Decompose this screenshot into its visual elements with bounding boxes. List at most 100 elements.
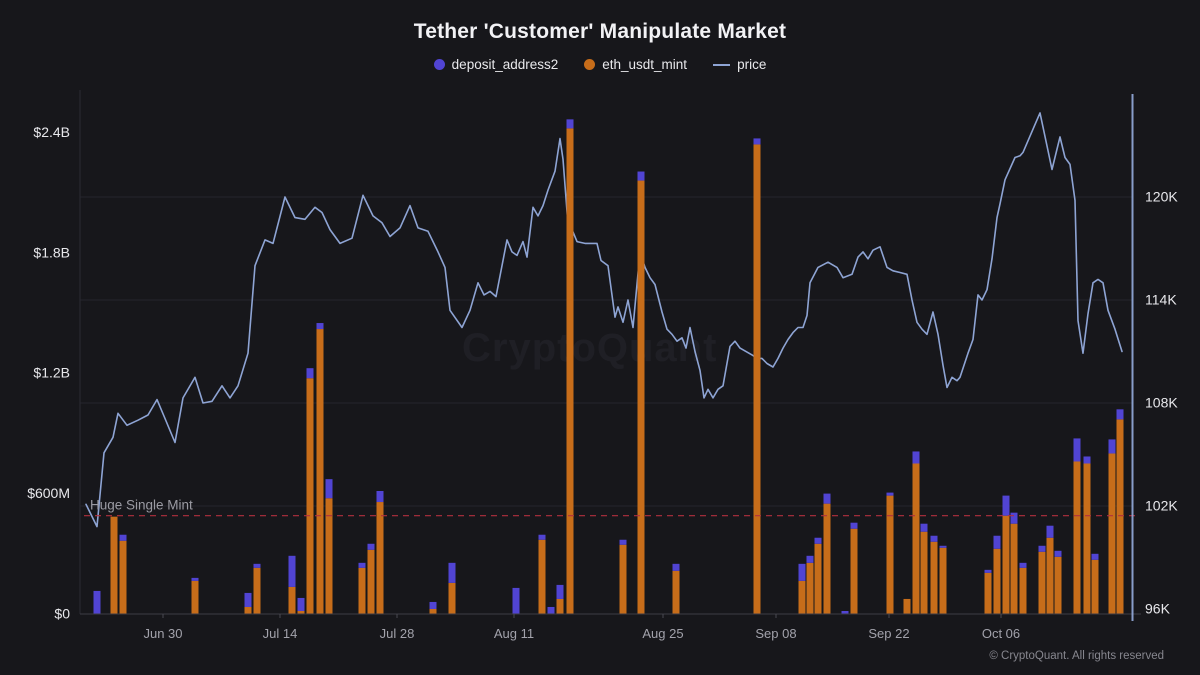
left-axis-label: $600M <box>27 485 70 501</box>
bar-eth-usdt-mint <box>886 495 894 614</box>
bar-eth-usdt-mint <box>1019 567 1027 614</box>
bar-deposit-address2 <box>886 492 894 496</box>
right-axis-label: 108K <box>1145 395 1178 411</box>
bar-deposit-address2 <box>119 534 127 541</box>
page-title: Tether 'Customer' Manipulate Market <box>413 20 787 43</box>
bar-deposit-address2 <box>244 592 252 607</box>
bar-deposit-address2 <box>984 569 992 573</box>
legend-item-deposit-address2[interactable]: deposit_address2 <box>433 57 559 72</box>
huge-single-mint-label: Huge Single Mint <box>90 498 193 513</box>
bar-deposit-address2 <box>358 562 366 568</box>
x-axis-label: Aug 25 <box>642 626 683 641</box>
bar-deposit-address2 <box>306 368 314 379</box>
bar-deposit-address2 <box>672 563 680 571</box>
bar-deposit-address2 <box>191 577 199 581</box>
bar-deposit-address2 <box>1108 439 1116 454</box>
bar-deposit-address2 <box>841 610 849 614</box>
bar-deposit-address2 <box>850 522 858 529</box>
right-axis-label: 114K <box>1145 292 1177 308</box>
bar-deposit-address2 <box>814 537 822 544</box>
bar-deposit-address2 <box>823 493 831 504</box>
bar-eth-usdt-mint <box>191 580 199 614</box>
bar-eth-usdt-mint <box>823 503 831 614</box>
bar-deposit-address2 <box>376 490 384 503</box>
bar-deposit-address2 <box>547 606 555 614</box>
legend-item-price[interactable]: price <box>713 57 766 72</box>
bar-eth-usdt-mint <box>325 498 333 614</box>
bar-eth-usdt-mint <box>984 572 992 614</box>
bar-eth-usdt-mint <box>448 582 456 614</box>
bar-eth-usdt-mint <box>556 598 564 614</box>
bar-deposit-address2 <box>1002 495 1010 516</box>
bar-deposit-address2 <box>798 563 806 581</box>
bar-deposit-address2 <box>806 555 814 563</box>
bar-eth-usdt-mint <box>1116 419 1124 614</box>
cryptoquant-watermark: CryptoQuant <box>462 326 718 370</box>
bar-eth-usdt-mint <box>119 540 127 614</box>
left-axis-label: $1.2B <box>33 365 70 381</box>
bar-deposit-address2 <box>753 138 761 145</box>
bar-deposit-address2 <box>538 534 546 540</box>
right-axis-label: 102K <box>1145 498 1178 514</box>
x-axis-label: Jul 28 <box>380 626 415 641</box>
bar-deposit-address2 <box>1010 512 1018 524</box>
bar-eth-usdt-mint <box>1091 559 1099 614</box>
right-axis-label: 96K <box>1145 601 1171 617</box>
bar-deposit-address2 <box>1083 456 1091 464</box>
bar-deposit-address2 <box>1054 550 1062 557</box>
bar-eth-usdt-mint <box>920 531 928 614</box>
deposit-address2-swatch-icon <box>433 59 445 70</box>
legend-label: eth_usdt_mint <box>602 57 688 72</box>
bar-eth-usdt-mint <box>798 580 806 614</box>
x-axis-label: Sep 08 <box>755 626 796 641</box>
bar-eth-usdt-mint <box>316 329 324 614</box>
bar-eth-usdt-mint <box>306 378 314 614</box>
bar-eth-usdt-mint <box>376 502 384 614</box>
left-axis-label: $1.8B <box>33 244 70 260</box>
x-axis-label: Jul 14 <box>263 626 298 641</box>
bar-deposit-address2 <box>1038 545 1046 552</box>
bar-eth-usdt-mint <box>930 541 938 614</box>
bar-deposit-address2 <box>912 451 920 464</box>
bar-eth-usdt-mint <box>1083 463 1091 614</box>
bar-eth-usdt-mint <box>253 567 261 614</box>
bar-eth-usdt-mint <box>753 144 761 614</box>
price-line <box>85 112 1123 528</box>
bar-deposit-address2 <box>325 479 333 499</box>
bar-eth-usdt-mint <box>1073 461 1081 614</box>
bar-eth-usdt-mint <box>110 516 118 614</box>
bar-deposit-address2 <box>556 584 564 599</box>
x-axis-label: Jun 30 <box>143 626 182 641</box>
bar-deposit-address2 <box>316 323 324 330</box>
bar-eth-usdt-mint <box>244 606 252 614</box>
legend-item-eth-usdt-mint[interactable]: eth_usdt_mint <box>584 57 687 72</box>
bar-deposit-address2 <box>993 535 1001 549</box>
bar-eth-usdt-mint <box>637 180 645 614</box>
bar-eth-usdt-mint <box>939 547 947 614</box>
bar-eth-usdt-mint <box>912 463 920 614</box>
bar-deposit-address2 <box>1091 553 1099 560</box>
bar-eth-usdt-mint <box>814 543 822 614</box>
bar-deposit-address2 <box>920 523 928 532</box>
x-axis-label: Oct 06 <box>982 626 1020 641</box>
bar-deposit-address2 <box>930 535 938 542</box>
bar-deposit-address2 <box>93 590 101 614</box>
legend-label: price <box>737 57 767 72</box>
bar-eth-usdt-mint <box>619 544 627 614</box>
bar-eth-usdt-mint <box>903 598 911 614</box>
left-axis-label: $2.4B <box>33 124 70 140</box>
bar-deposit-address2 <box>939 545 947 548</box>
bar-eth-usdt-mint <box>429 608 437 614</box>
bar-eth-usdt-mint <box>672 570 680 614</box>
bar-eth-usdt-mint <box>1010 523 1018 614</box>
x-axis-label: Sep 22 <box>868 626 909 641</box>
bar-deposit-address2 <box>253 563 261 568</box>
bar-eth-usdt-mint <box>367 549 375 614</box>
bar-eth-usdt-mint <box>1002 515 1010 614</box>
eth-usdt-mint-swatch-icon <box>584 59 596 70</box>
bar-eth-usdt-mint <box>850 528 858 614</box>
bar-eth-usdt-mint <box>806 562 814 614</box>
legend-label: deposit_address2 <box>451 57 559 72</box>
bar-eth-usdt-mint <box>538 539 546 614</box>
